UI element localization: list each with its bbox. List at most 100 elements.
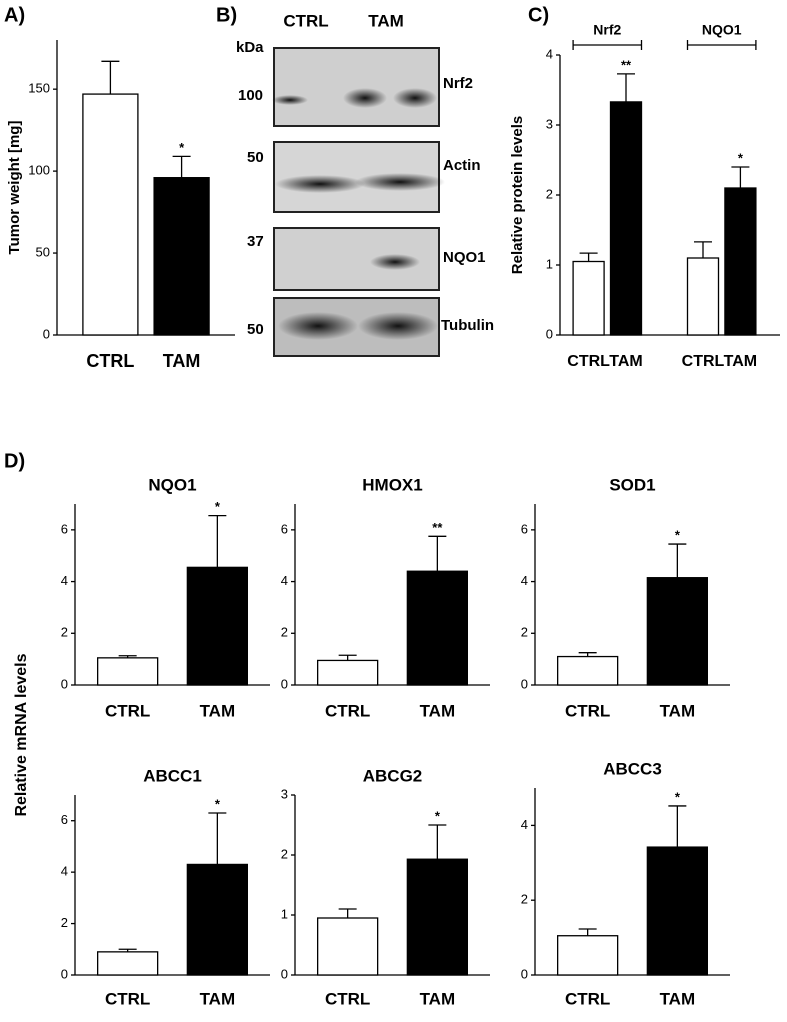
blot-marker: 50 [247, 321, 264, 338]
significance-label: * [675, 528, 681, 543]
y-tick-label: 6 [521, 521, 528, 536]
chart-title: SOD1 [609, 475, 655, 494]
blot-band [370, 254, 420, 270]
bar [97, 951, 159, 976]
y-tick-label: 4 [61, 573, 68, 588]
significance-label: ** [432, 520, 443, 535]
y-axis-label: Relative protein levels [509, 116, 526, 274]
y-tick-label: 100 [28, 163, 50, 178]
y-tick-label: 6 [281, 521, 288, 536]
y-tick-label: 4 [61, 864, 68, 879]
x-tick-label: TAM [420, 989, 456, 1008]
chart-title: HMOX1 [362, 475, 422, 494]
significance-label: * [675, 789, 681, 804]
bar [153, 177, 210, 336]
bar [646, 846, 708, 976]
x-tick-label: CTRL [105, 989, 150, 1008]
y-tick-label: 3 [281, 786, 288, 801]
chart-title: ABCG2 [363, 766, 423, 785]
lane-label: TAM [368, 11, 404, 30]
shared-y-label: Relative mRNA levels [13, 653, 30, 816]
panel-label: D) [4, 450, 25, 472]
y-tick-label: 0 [43, 326, 50, 341]
significance-label: * [215, 499, 221, 514]
x-tick-label: TAM [163, 351, 201, 371]
y-tick-label: 0 [521, 966, 528, 981]
bar [686, 257, 720, 336]
y-tick-label: 2 [281, 625, 288, 640]
significance-label: * [435, 808, 441, 823]
y-axis-label: Tumor weight [mg] [6, 121, 23, 255]
blot-label: Tubulin [441, 317, 494, 334]
x-tick-label: TAM [200, 989, 236, 1008]
bar [557, 655, 619, 686]
chart-title: ABCC1 [143, 766, 202, 785]
bar [186, 863, 249, 976]
blot-marker: 37 [247, 233, 264, 250]
x-tick-label: TAM [724, 353, 757, 370]
y-tick-label: 6 [61, 812, 68, 827]
y-tick-label: 0 [281, 966, 288, 981]
group-label: Nrf2 [593, 22, 621, 38]
y-tick-label: 2 [546, 186, 553, 201]
y-tick-label: 2 [521, 625, 528, 640]
panel-label: C) [528, 4, 549, 26]
blot-marker: 50 [247, 149, 264, 166]
bar [186, 566, 249, 686]
blot-band [272, 95, 308, 105]
bar [572, 260, 605, 336]
y-tick-label: 2 [281, 846, 288, 861]
blot-band [275, 175, 365, 193]
x-tick-label: TAM [660, 989, 696, 1008]
x-tick-label: CTRL [565, 989, 610, 1008]
bar [316, 917, 379, 976]
y-tick-label: 1 [546, 256, 553, 271]
panel-label: B) [216, 4, 237, 26]
bar [557, 935, 619, 976]
x-tick-label: CTRL [86, 351, 134, 371]
blot-marker: 100 [238, 87, 263, 104]
y-tick-label: 0 [521, 676, 528, 691]
y-tick-label: 0 [61, 966, 68, 981]
x-tick-label: CTRL [325, 989, 370, 1008]
x-tick-label: CTRL [567, 353, 610, 370]
blot-band [343, 88, 387, 108]
y-tick-label: 0 [281, 676, 288, 691]
y-tick-label: 150 [28, 81, 50, 96]
bar [82, 93, 139, 336]
x-tick-label: TAM [609, 353, 642, 370]
bar [316, 659, 379, 686]
bar [609, 101, 643, 336]
blot-band [355, 173, 445, 191]
lane-label: CTRL [283, 11, 328, 30]
y-tick-label: 6 [61, 521, 68, 536]
western-blot: CTRL TAM kDa 100 Nrf2 50 Actin 37 NQO1 5… [236, 11, 494, 357]
y-tick-label: 1 [281, 906, 288, 921]
y-tick-label: 4 [281, 573, 288, 588]
x-tick-label: CTRL [682, 353, 725, 370]
x-tick-label: TAM [660, 701, 696, 720]
bar [97, 657, 159, 686]
blot-band [358, 312, 438, 340]
y-tick-label: 2 [61, 625, 68, 640]
group-label: NQO1 [702, 22, 742, 38]
significance-label: * [215, 796, 221, 811]
significance-label: * [179, 140, 185, 155]
y-tick-label: 2 [521, 892, 528, 907]
y-tick-label: 4 [546, 46, 553, 61]
x-tick-label: TAM [420, 701, 456, 720]
blot-unit: kDa [236, 39, 264, 56]
significance-label: * [738, 150, 744, 165]
panel-label: A) [4, 4, 25, 26]
x-tick-label: TAM [200, 701, 236, 720]
bar [646, 577, 708, 686]
bar [406, 570, 469, 686]
blot-label: Actin [443, 157, 481, 174]
blot-label: NQO1 [443, 249, 486, 266]
y-tick-label: 0 [61, 676, 68, 691]
blot-label: Nrf2 [443, 75, 473, 92]
y-tick-label: 2 [61, 915, 68, 930]
significance-label: ** [621, 57, 632, 72]
blot-band [278, 312, 358, 340]
